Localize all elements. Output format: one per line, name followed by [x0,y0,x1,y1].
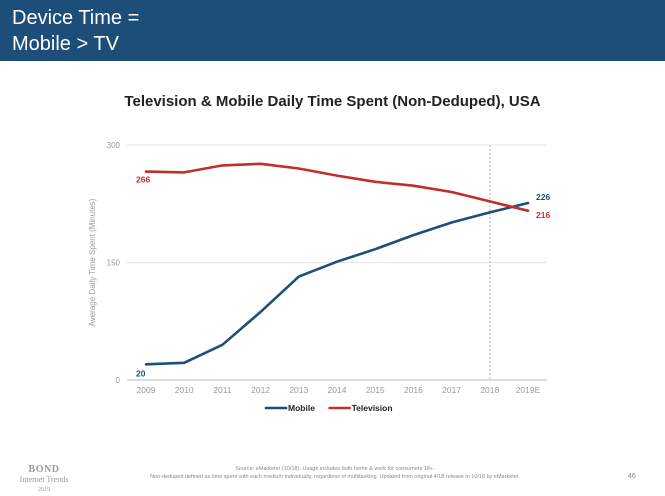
page-number: 46 [628,473,636,480]
chart-title: Television & Mobile Daily Time Spent (No… [124,93,541,110]
slide-title-line-2: Mobile > TV [12,33,119,55]
y-tick-label: 150 [107,259,121,268]
y-tick-label: 300 [107,141,121,150]
bond-logo: BOND Internet Trends 2019 [14,465,74,495]
series-line-television [144,162,530,213]
logo-line-1: BOND [28,464,60,475]
y-tick-label: 0 [116,376,121,385]
data-label-television: 216 [536,210,550,220]
x-tick-label: 2017 [442,385,461,395]
x-tick-label: 2011 [213,385,232,395]
x-tick-label: 2013 [289,385,308,395]
data-label-mobile: 226 [536,192,550,202]
x-tick-label: 2019E [516,385,541,395]
x-tick-label: 2015 [366,385,385,395]
source-line-1: Source: eMarketer (10/18). Usage include… [235,466,435,472]
source-line-2: Non-deduped defined as time spent with e… [150,474,520,480]
data-label-television: 266 [136,175,150,185]
x-tick-label: 2010 [175,385,194,395]
x-tick-label: 2018 [480,385,499,395]
legend-label-television: Television [352,403,393,413]
legend-label-mobile: Mobile [288,403,315,413]
x-tick-label: 2009 [137,385,156,395]
data-label-mobile: 20 [136,368,146,378]
slide-title-line-1: Device Time = [12,7,140,29]
x-tick-label: 2014 [328,385,347,395]
source-note: Source: eMarketer (10/18). Usage include… [100,465,570,481]
x-tick-label: 2012 [251,385,270,395]
logo-line-3: 2019 [38,487,50,493]
logo-line-2: Internet Trends [19,475,69,484]
series-line-mobile [144,201,530,366]
header-banner: Device Time = Mobile > TV [0,0,665,61]
y-axis-label: Average Daily Time Spent (Minutes) [88,198,97,326]
x-tick-label: 2016 [404,385,423,395]
